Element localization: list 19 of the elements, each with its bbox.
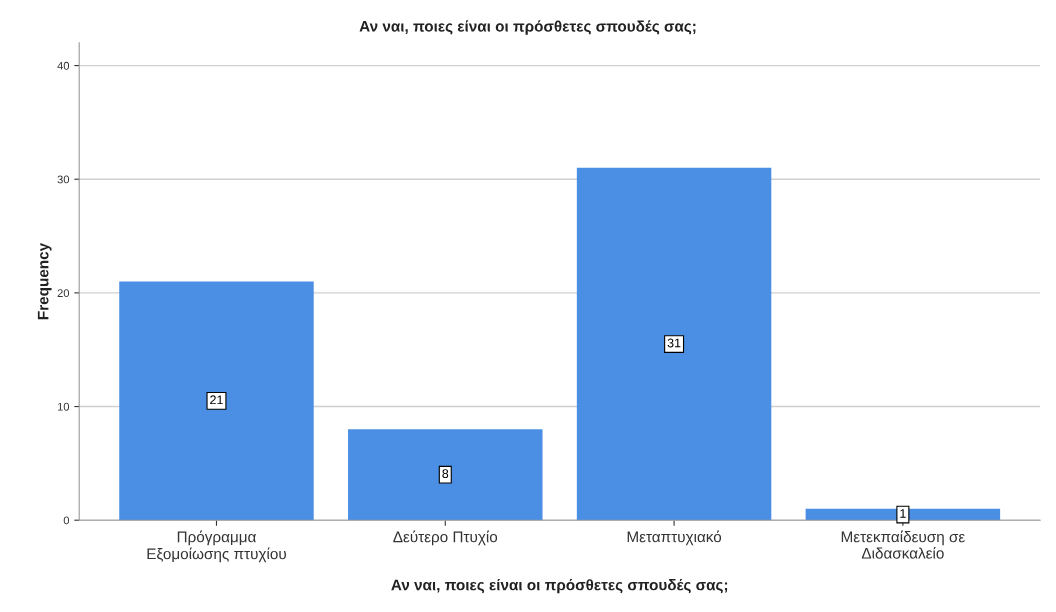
bar (576, 167, 772, 521)
chart-title: Αν ναι, ποιες είναι οι πρόσθετες σπουδές σας; (359, 20, 696, 35)
x-tick-label: Μετεκπαίδευση σε Διδασκαλείο (841, 530, 965, 559)
y-tick-label: 30 (57, 175, 70, 184)
bar (119, 281, 314, 521)
y-tick-label: 10 (57, 402, 70, 411)
data-label: 1 (900, 509, 906, 518)
data-label: 8 (442, 469, 449, 479)
data-label: 21 (210, 395, 223, 405)
bar (348, 429, 543, 521)
x-tick-label: Δεύτερο Πτυχίο (393, 530, 498, 546)
x-tick-label: Μεταπτυχιακό (627, 530, 722, 546)
y-tick-label: 0 (63, 516, 70, 525)
data-label: 31 (667, 338, 681, 348)
x-axis-title: Αν ναι, ποιες είναι οι πρόσθετες σπουδές σας; (391, 578, 728, 594)
y-axis-title: Frequency (37, 242, 52, 320)
x-tick-label: Πρόγραμμα Εξομοίωσης πτυχίου (147, 530, 286, 563)
y-tick-label: 20 (57, 289, 70, 298)
y-tick-label: 40 (57, 61, 70, 70)
